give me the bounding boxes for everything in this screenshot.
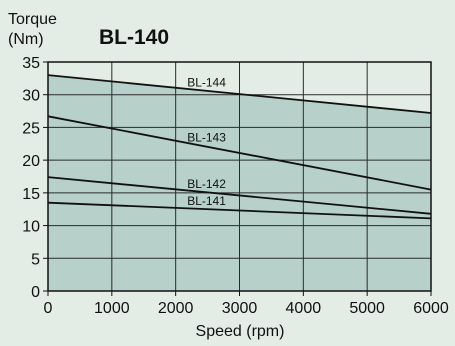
y-tick-label: 5 xyxy=(31,251,40,268)
x-tick-label: 4000 xyxy=(286,300,322,317)
series-label-bl-143: BL-143 xyxy=(187,131,226,145)
y-tick-label: 25 xyxy=(22,120,40,137)
x-tick-label: 0 xyxy=(44,300,53,317)
x-tick-label: 2000 xyxy=(158,300,194,317)
y-axis-label-line1: Torque xyxy=(8,11,57,28)
y-tick-label: 10 xyxy=(22,219,40,236)
series-label-bl-142: BL-142 xyxy=(187,177,226,191)
series-label-bl-144: BL-144 xyxy=(187,75,226,89)
x-tick-label: 1000 xyxy=(94,300,130,317)
y-tick-label: 0 xyxy=(31,284,40,301)
series-line-bl-144 xyxy=(47,74,432,114)
y-tick-label: 30 xyxy=(22,88,40,105)
y-axis-label-line2: (Nm) xyxy=(8,31,44,48)
series-label-bl-141: BL-141 xyxy=(187,194,226,208)
series-line-bl-143 xyxy=(47,115,432,191)
y-tick-label: 20 xyxy=(22,153,40,170)
x-tick-label: 5000 xyxy=(349,300,385,317)
x-tick-label: 6000 xyxy=(413,300,449,317)
y-tick-label: 15 xyxy=(22,186,40,203)
series-line-bl-142 xyxy=(47,176,432,215)
plot-area: 0 1000 2000 3000 4000 5000 6000 0 5 10 15 20 25 30 35 B… xyxy=(22,55,449,317)
chart-title: BL-140 xyxy=(99,26,169,49)
series-line-bl-141 xyxy=(47,201,432,220)
x-axis-label: Speed (rpm) xyxy=(196,323,285,340)
x-tick-label: 3000 xyxy=(222,300,258,317)
y-tick-label: 35 xyxy=(22,55,40,72)
